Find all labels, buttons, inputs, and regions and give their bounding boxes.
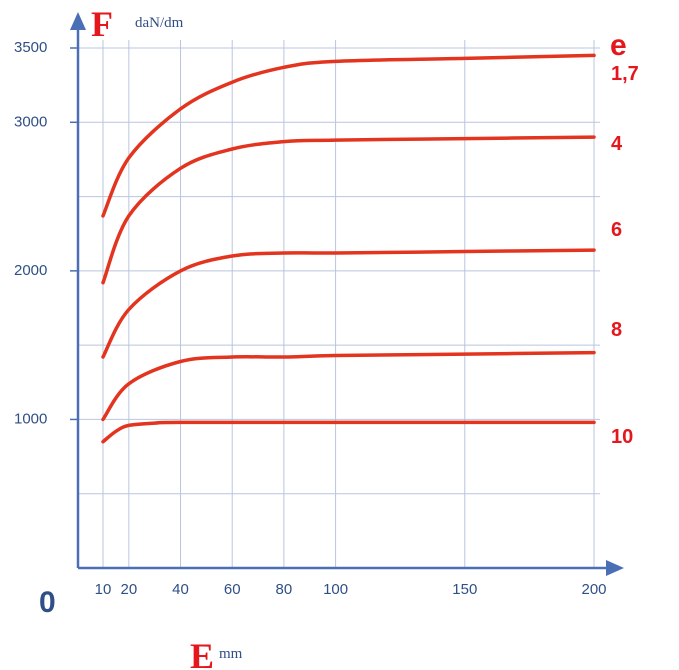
y-axis-symbol: F: [91, 4, 113, 44]
series-label-6: 6: [611, 219, 622, 241]
x-tick-label-200: 200: [581, 581, 606, 598]
legend-title: e: [610, 29, 627, 62]
series-label-8: 8: [611, 319, 622, 341]
y-tick-label-2000: 2000: [14, 262, 47, 279]
x-tick-label-80: 80: [276, 581, 293, 598]
x-tick-label-100: 100: [323, 581, 348, 598]
series-line-6: [101, 248, 596, 359]
y-tick-labels: 1000 2000 3000 3500: [14, 39, 78, 427]
y-tick-label-3500: 3500: [14, 39, 47, 56]
x-tick-label-20: 20: [120, 581, 137, 598]
x-tick-labels: 10 20 40 60 80 100 150 200: [95, 581, 607, 598]
series-labels: 1,7 4 6 8 10: [611, 63, 639, 448]
x-tick-label-150: 150: [452, 581, 477, 598]
grid: [78, 40, 600, 568]
x-tick-label-10: 10: [95, 581, 112, 598]
series-line-4: [101, 135, 596, 285]
x-tick-label-40: 40: [172, 581, 189, 598]
x-axis-unit: mm: [219, 646, 243, 662]
series-line-10: [101, 420, 596, 444]
x-tick-label-60: 60: [224, 581, 241, 598]
series-label-10: 10: [611, 426, 633, 448]
series-label-4: 4: [611, 133, 623, 155]
x-axis-symbol: E: [190, 636, 214, 670]
series-line-8: [101, 350, 596, 422]
series-label-1-7: 1,7: [611, 63, 639, 85]
y-tick-label-1000: 1000: [14, 410, 47, 427]
series-line-1-7: [101, 53, 596, 218]
y-axis-unit: daN/dm: [135, 15, 184, 31]
x-axis-arrow: [606, 560, 624, 576]
series-group: [101, 53, 596, 444]
y-tick-label-3000: 3000: [14, 113, 47, 130]
y-axis-arrow: [70, 12, 86, 30]
origin-label: 0: [39, 586, 56, 619]
